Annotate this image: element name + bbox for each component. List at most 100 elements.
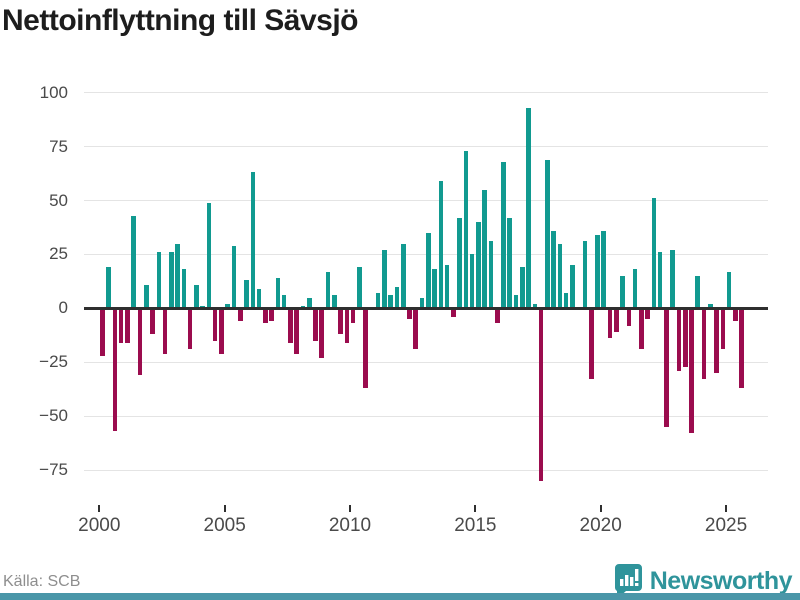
bar-2018Q1: [551, 230, 556, 309]
bar-2015Q4: [494, 308, 500, 324]
bar-2001Q1: [125, 308, 130, 343]
gridline--75: [84, 469, 768, 471]
bar-2012Q2: [407, 308, 412, 320]
bar-2011Q4: [394, 286, 400, 309]
bar-2015Q1: [476, 222, 481, 309]
bar-2000Q4: [118, 308, 124, 343]
bar-2015Q3: [488, 241, 494, 309]
bar-2007Q2: [281, 295, 287, 309]
bar-2017Q4: [545, 159, 550, 309]
bar-2013Q4: [444, 265, 450, 309]
bar-2000Q2: [106, 267, 111, 309]
chart-title: Nettoinflyttning till Sävsjö: [2, 4, 359, 37]
bar-2014Q2: [457, 217, 462, 309]
bar-2005Q1: [225, 303, 231, 309]
bar-2020Q3: [613, 308, 619, 332]
y-axis-label-75: 75: [49, 136, 68, 156]
bar-2011Q1: [375, 293, 381, 309]
x-axis-label-2015: 2015: [454, 515, 497, 536]
bar-2003Q3: [187, 308, 193, 350]
gridline-50: [84, 200, 768, 201]
bar-2016Q4: [519, 267, 525, 309]
x-axis-label-2005: 2005: [203, 515, 246, 536]
bar-2013Q3: [438, 181, 444, 309]
bar-2007Q1: [275, 278, 281, 309]
bar-2013Q1: [425, 232, 431, 309]
bar-2010Q3: [363, 308, 368, 389]
bar-2014Q4: [469, 254, 475, 309]
bar-2021Q3: [639, 308, 644, 350]
bar-2008Q2: [306, 297, 312, 309]
bar-2006Q4: [269, 308, 274, 322]
bar-2015Q2: [482, 189, 487, 309]
x-tick-2010: [349, 505, 351, 512]
bar-2019Q2: [582, 241, 588, 309]
y-axis-label-0: 0: [58, 298, 68, 318]
bar-2023Q4: [695, 275, 701, 309]
bar-2002Q1: [150, 308, 155, 335]
bar-2024Q3: [714, 308, 719, 373]
bar-2022Q1: [651, 198, 657, 309]
bar-2014Q3: [463, 150, 469, 309]
bar-2023Q2: [682, 308, 688, 367]
y-axis-label-50: 50: [49, 190, 68, 210]
bar-2002Q2: [156, 252, 162, 309]
bar-2019Q4: [595, 234, 600, 309]
bar-2003Q4: [194, 284, 199, 309]
gridline-75: [84, 146, 768, 148]
bar-2007Q4: [294, 308, 299, 354]
bar-2003Q1: [175, 243, 180, 309]
source-label: Källa: SCB: [3, 573, 81, 590]
bar-2008Q4: [319, 308, 325, 358]
brand-wordmark: Newsworthy: [649, 566, 793, 595]
bar-2020Q1: [601, 230, 607, 309]
bar-2004Q2: [206, 202, 212, 309]
y-axis-label--75: −75: [39, 460, 68, 479]
bar-2020Q2: [607, 308, 613, 339]
bar-2025Q1: [726, 271, 732, 309]
bottom-accent-strip: [0, 593, 800, 600]
bar-2016Q3: [513, 295, 519, 309]
bar-2018Q3: [563, 293, 569, 309]
bar-2013Q2: [432, 269, 437, 309]
bar-2012Q3: [413, 308, 419, 350]
bar-2002Q3: [162, 308, 168, 354]
bar-2012Q1: [400, 243, 406, 309]
bar-2024Q4: [720, 308, 726, 350]
bar-2020Q4: [620, 275, 625, 309]
bar-2002Q4: [169, 252, 174, 309]
x-axis-label-2020: 2020: [579, 515, 622, 536]
bar-2005Q4: [244, 280, 249, 309]
x-axis-label-2010: 2010: [328, 515, 372, 536]
bar-2009Q1: [325, 271, 331, 309]
x-tick-2005: [223, 505, 226, 512]
y-axis-label-100: 100: [39, 82, 68, 102]
bar-2011Q2: [382, 250, 387, 309]
zero-axis-line: [84, 307, 768, 310]
brand-logo: Newsworthy: [612, 563, 793, 599]
bar-2024Q2: [707, 303, 713, 309]
bar-2004Q4: [219, 308, 224, 354]
bar-2007Q3: [288, 308, 293, 343]
bar-2006Q1: [250, 172, 256, 309]
bar-2016Q1: [501, 161, 506, 309]
bar-2005Q3: [237, 308, 243, 322]
bar-2021Q2: [632, 269, 638, 309]
bar-2005Q2: [231, 245, 237, 309]
y-axis-label--50: −50: [39, 406, 68, 426]
bar-2004Q3: [212, 308, 218, 341]
bar-2016Q2: [507, 217, 513, 309]
x-tick-2000: [98, 505, 101, 512]
bar-2017Q3: [538, 308, 544, 481]
bar-2001Q2: [131, 215, 137, 309]
bar-2011Q3: [388, 295, 393, 309]
gridline--25: [84, 361, 768, 363]
bar-2017Q2: [532, 303, 538, 309]
bar-2001Q3: [137, 308, 143, 376]
bar-2010Q2: [357, 267, 362, 309]
bar-2023Q1: [676, 308, 682, 371]
bar-2012Q4: [419, 297, 425, 309]
bar-2021Q1: [626, 308, 632, 326]
x-tick-2025: [725, 505, 728, 512]
